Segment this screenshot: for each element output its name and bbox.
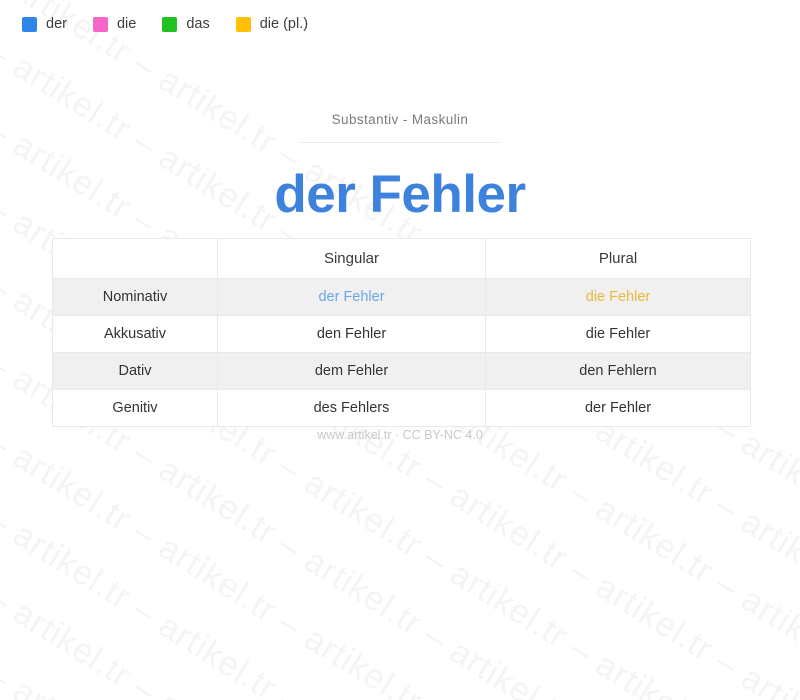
cell-plural: der Fehler bbox=[485, 389, 751, 427]
cell-plural: die Fehler bbox=[485, 278, 751, 316]
cell-case: Dativ bbox=[52, 352, 218, 390]
cell-singular: dem Fehler bbox=[217, 352, 486, 390]
declension-table: Singular Plural Nominativ der Fehler die… bbox=[52, 238, 751, 427]
color-swatch-icon bbox=[92, 17, 108, 32]
cell-singular: den Fehler bbox=[217, 315, 486, 353]
watermark-text: artikel.tr – artikel.tr – artikel.tr – a… bbox=[0, 502, 800, 700]
table-header-row: Singular Plural bbox=[52, 238, 751, 279]
word-header: Substantiv - Maskulin der Fehler bbox=[0, 112, 800, 223]
cell-plural: die Fehler bbox=[485, 315, 751, 353]
cell-singular: des Fehlers bbox=[217, 389, 486, 427]
column-header-plural: Plural bbox=[485, 238, 751, 279]
cell-case: Akkusativ bbox=[52, 315, 218, 353]
table-row: Nominativ der Fehler die Fehler bbox=[52, 278, 751, 316]
legend-item-die: die bbox=[92, 16, 137, 33]
table-row: Dativ dem Fehler den Fehlern bbox=[52, 352, 751, 390]
legend-item-label: das bbox=[186, 16, 210, 33]
color-swatch-icon bbox=[235, 17, 251, 32]
cell-case: Genitiv bbox=[52, 389, 218, 427]
cell-case: Nominativ bbox=[52, 278, 218, 316]
article-color-legend: der die das die (pl.) bbox=[22, 17, 308, 32]
footer-attribution: www.artikel.tr · CC BY-NC 4.0 bbox=[317, 428, 483, 442]
column-header-case bbox=[52, 238, 218, 279]
watermark-text: artikel.tr – artikel.tr – artikel.tr – a… bbox=[0, 424, 800, 700]
word-category-subtitle: Substantiv - Maskulin bbox=[331, 112, 469, 127]
table-body: Nominativ der Fehler die Fehler Akkusati… bbox=[52, 278, 751, 427]
color-swatch-icon bbox=[162, 17, 178, 32]
color-swatch-icon bbox=[22, 17, 37, 32]
legend-item-label: der bbox=[46, 16, 67, 33]
header-divider bbox=[300, 142, 500, 143]
legend-item-label: die (pl.) bbox=[259, 16, 309, 33]
legend-item-label: die bbox=[116, 16, 137, 33]
watermark-text: artikel.tr – artikel.tr – artikel.tr – a… bbox=[0, 580, 800, 700]
cell-plural: den Fehlern bbox=[485, 352, 751, 390]
page-title: der Fehler bbox=[274, 165, 526, 224]
table-row: Genitiv des Fehlers der Fehler bbox=[52, 389, 751, 427]
table-row: Akkusativ den Fehler die Fehler bbox=[52, 315, 751, 353]
column-header-singular: Singular bbox=[217, 238, 486, 279]
cell-singular: der Fehler bbox=[217, 278, 486, 316]
table-header: Singular Plural bbox=[52, 238, 751, 279]
legend-item-der: der bbox=[22, 17, 67, 32]
legend-item-das: das bbox=[162, 16, 210, 33]
watermark-text: artikel.tr – artikel.tr – artikel.tr – a… bbox=[0, 658, 800, 700]
legend-item-die-plural: die (pl.) bbox=[235, 16, 309, 33]
